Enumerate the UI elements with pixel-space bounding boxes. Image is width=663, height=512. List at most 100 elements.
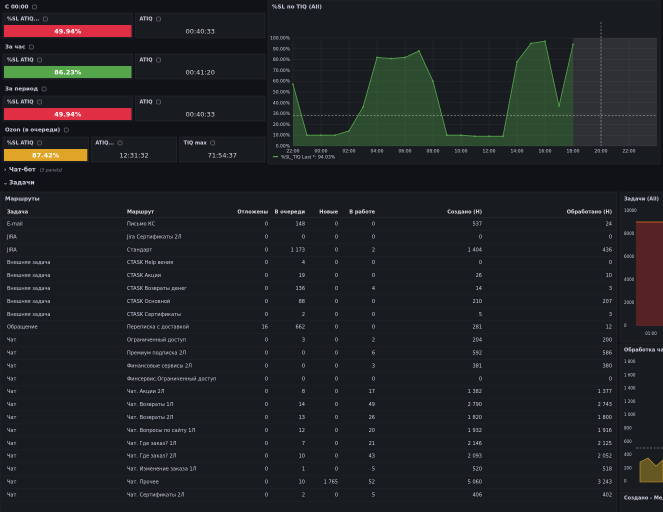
side-area xyxy=(639,457,663,483)
side-title: Создано - Мед xyxy=(624,496,663,502)
cell: 0 xyxy=(372,299,375,305)
stat-value: 49.94% xyxy=(54,28,82,36)
side-area xyxy=(636,222,663,326)
cell: 1 800 xyxy=(598,415,612,421)
cell: Чат xyxy=(7,467,16,473)
cell: 1 xyxy=(302,467,305,473)
stat-value: 71:54:37 xyxy=(208,152,237,160)
cell: 0 xyxy=(609,376,612,382)
cell: Чат xyxy=(7,376,16,382)
cell: 2 146 xyxy=(468,441,482,447)
cell: 2 xyxy=(372,247,375,253)
side-tick: 1 600 xyxy=(624,372,636,377)
table-panel xyxy=(0,191,618,512)
x-tick-label: 00:00 xyxy=(315,149,328,155)
column-header[interactable]: Задача xyxy=(7,210,28,216)
column-header[interactable]: Отложены xyxy=(237,210,268,216)
stat-value: 49.94% xyxy=(54,111,82,119)
cell: 0 xyxy=(265,234,268,240)
cell: Чат xyxy=(7,402,16,408)
cell: 0 xyxy=(335,441,338,447)
point xyxy=(516,60,518,63)
cell: 0 xyxy=(335,363,338,369)
column-header[interactable]: В работе xyxy=(349,209,375,216)
chart-panel xyxy=(267,0,661,165)
cell: 17 xyxy=(369,389,375,395)
stat-title: %SL ATIQ xyxy=(7,100,34,106)
stat-value: 12:31:32 xyxy=(119,152,148,160)
row-title[interactable]: Задачи xyxy=(9,180,35,187)
y-tick-label: 70.00% xyxy=(273,68,291,74)
column-header[interactable]: Создано (H) xyxy=(447,210,482,216)
cell: Внешняя задача xyxy=(7,260,51,266)
cell: 0 xyxy=(372,234,375,240)
side-tick: 0 xyxy=(624,479,627,484)
y-tick-label: 10.00% xyxy=(273,133,291,139)
point xyxy=(334,134,336,137)
cell: 0 xyxy=(372,325,375,331)
row-title[interactable]: Чат-бот xyxy=(9,167,36,174)
section-title: С 00:00 xyxy=(5,5,29,11)
side-tick: 1 000 xyxy=(624,412,636,417)
y-tick-label: 90.00% xyxy=(273,46,291,52)
cell: Чат. Прочее xyxy=(127,480,159,486)
cell: 20 xyxy=(369,428,375,434)
cell: 26 xyxy=(369,415,375,421)
cell: 136 xyxy=(295,286,305,292)
section-title: Ozon (в очереди) xyxy=(5,128,61,134)
cell: 5 060 xyxy=(468,480,482,486)
cell: 10 xyxy=(299,454,305,460)
cell: 0 xyxy=(265,402,268,408)
point xyxy=(418,50,420,52)
cell: 7 xyxy=(302,441,305,447)
cell: CTASK Сертификаты xyxy=(127,312,181,318)
x-tick-label: 02:00 xyxy=(343,149,356,155)
cell: Чат. Где заказ? 2Л xyxy=(127,454,177,460)
cell: 2 xyxy=(302,492,305,498)
row-chevron: › xyxy=(4,167,6,174)
cell: 0 xyxy=(335,389,338,395)
column-header[interactable]: Обработано (H) xyxy=(567,209,612,216)
cell: 0 xyxy=(265,299,268,305)
cell: 207 xyxy=(602,299,612,305)
cell: 0 xyxy=(335,338,338,344)
stat-title: %SL ATIQ xyxy=(7,58,34,64)
cell: 0 xyxy=(302,376,305,382)
stat-value: 86.23% xyxy=(54,69,82,77)
cell: Чат xyxy=(7,363,16,369)
point xyxy=(502,135,504,138)
cell: 52 xyxy=(369,480,375,486)
cell: 0 xyxy=(265,351,268,357)
cell: 520 xyxy=(472,467,482,473)
cell: 2 xyxy=(302,312,305,318)
cell: 0 xyxy=(335,222,338,228)
cell: 2 743 xyxy=(598,402,612,408)
column-header[interactable]: Маршрут xyxy=(127,210,154,216)
cell: 3 xyxy=(372,363,375,369)
cell: 0 xyxy=(335,492,338,498)
cell: Чат xyxy=(7,351,16,357)
cell: 402 xyxy=(602,492,612,498)
side-x-label: 01:00 xyxy=(645,331,657,336)
column-header[interactable]: В очереди xyxy=(275,210,306,216)
cell: 436 xyxy=(602,247,612,253)
area xyxy=(293,41,573,146)
cell: Ограниченный доступ xyxy=(127,337,186,344)
point xyxy=(544,40,546,43)
legend: %SL_TIQ Last *: 94.03% xyxy=(281,155,336,161)
cell: 2 052 xyxy=(598,454,612,460)
cell: Финсервис.Ограниченный доступ xyxy=(127,375,216,382)
cell: Чат. Возвраты 2Л xyxy=(127,415,174,421)
chart-title: %SL по TIQ (All) xyxy=(272,5,322,11)
cell: 0 xyxy=(335,273,338,279)
cell: 0 xyxy=(335,415,338,421)
column-header[interactable]: Новые xyxy=(319,210,338,216)
section-title: За час xyxy=(5,45,25,51)
info-icon xyxy=(156,16,161,22)
cell: 281 xyxy=(472,325,482,331)
cell: Стандарт xyxy=(127,247,152,253)
stat-value: 87.42% xyxy=(32,152,60,160)
cell: 0 xyxy=(335,299,338,305)
cell: 1 173 xyxy=(291,247,305,253)
